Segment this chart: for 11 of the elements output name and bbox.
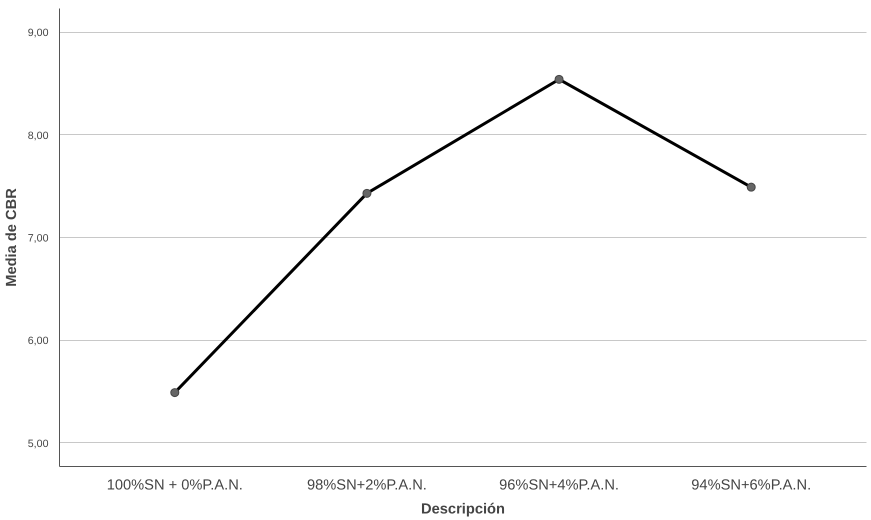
y-tick-label: 7,00 — [28, 232, 49, 244]
x-axis-title: Descripción — [421, 502, 505, 518]
y-tick-label: 8,00 — [28, 130, 49, 142]
x-tick-label: 98%SN+2%P.A.N. — [306, 478, 427, 494]
y-axis-title: Media de CBR — [4, 188, 20, 287]
y-tick-label: 9,00 — [28, 27, 49, 40]
x-tick-label: 100%SN + 0%P.A.N. — [106, 478, 243, 494]
x-tick-label: 94%SN+6%P.A.N. — [691, 478, 812, 494]
y-tick-label: 5,00 — [28, 438, 49, 450]
y-tick-label: 6,00 — [28, 335, 49, 348]
x-tick-label: 96%SN+4%P.A.N. — [499, 478, 620, 494]
